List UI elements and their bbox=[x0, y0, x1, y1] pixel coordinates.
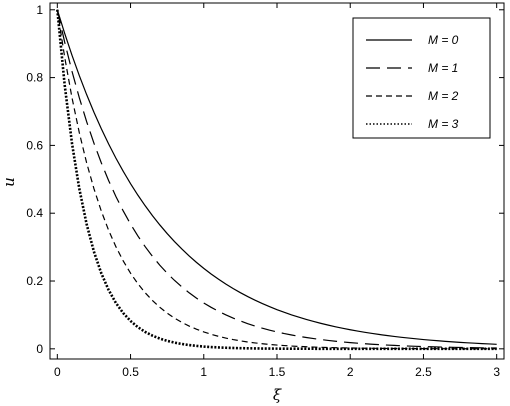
y-tick-label: 0.4 bbox=[26, 206, 43, 220]
axis-ticks: 0 0.5 1 1.5 2 2.5 3 0 0.2 0.4 0.6 0.8 1 bbox=[26, 3, 504, 379]
y-tick-label: 0 bbox=[36, 342, 43, 356]
x-tick-label: 0 bbox=[54, 365, 61, 379]
y-tick-label: 1 bbox=[36, 3, 43, 17]
y-axis-label: u bbox=[0, 177, 18, 187]
legend-label-0: M = 0 bbox=[428, 33, 459, 47]
legend-box bbox=[352, 17, 491, 139]
series-line-0 bbox=[56, 9, 497, 345]
legend-label-3: M = 3 bbox=[428, 117, 459, 131]
y-tick-label: 0.8 bbox=[26, 71, 43, 85]
x-tick-label: 2 bbox=[347, 365, 354, 379]
x-axis-label: ξ bbox=[273, 386, 282, 404]
x-tick-label: 1.5 bbox=[269, 365, 286, 379]
x-tick-label: 1 bbox=[200, 365, 207, 379]
series-group bbox=[56, 9, 497, 351]
legend-label-1: M = 1 bbox=[428, 61, 458, 75]
x-tick-label: 2.5 bbox=[415, 365, 432, 379]
y-tick-label: 0.2 bbox=[26, 274, 43, 288]
y-tick-label: 0.6 bbox=[26, 138, 43, 152]
series-line-3 bbox=[56, 9, 497, 351]
x-tick-label: 0.5 bbox=[122, 365, 139, 379]
x-tick-label: 3 bbox=[493, 365, 500, 379]
legend: M = 0 M = 1 M = 2 M = 3 bbox=[352, 17, 491, 139]
legend-label-2: M = 2 bbox=[428, 89, 459, 103]
